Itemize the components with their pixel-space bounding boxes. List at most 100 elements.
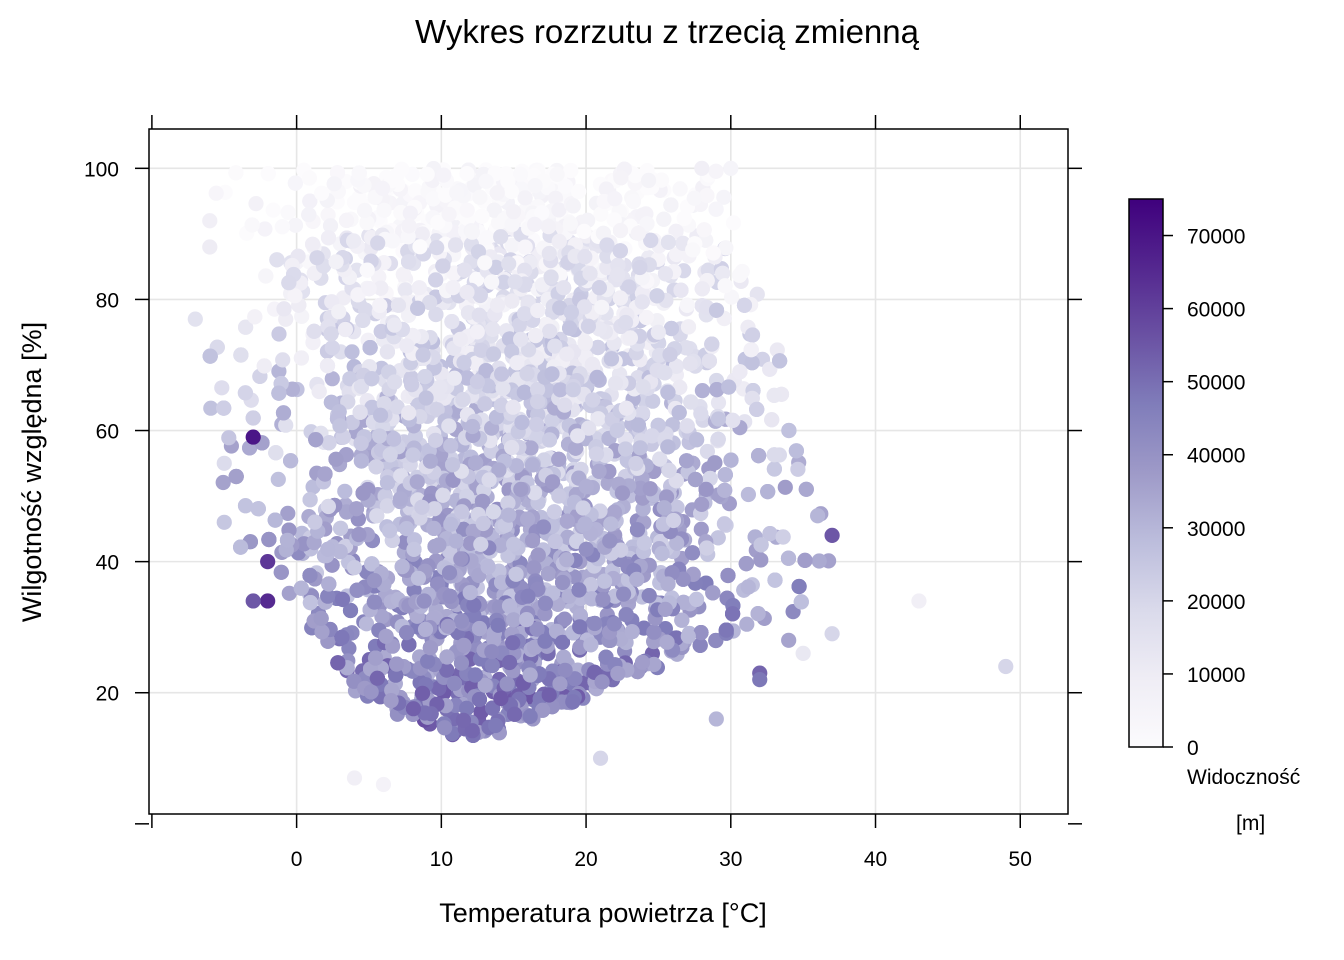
scatter-point [740,486,757,503]
scatter-point [646,624,662,640]
scatter-point [504,439,520,456]
scatter-point [680,628,696,644]
scatter-point [331,304,347,320]
scatter-point [392,491,409,507]
scatter-point [694,383,711,399]
scatter-point [324,371,340,387]
scatter-point [646,656,662,673]
scatter-point [662,346,678,363]
scatter-point [593,206,609,222]
scatter-point [379,475,396,491]
scatter-point [420,653,436,669]
scatter-point [486,632,502,648]
scatter-point [485,504,501,520]
scatter-point [590,339,606,356]
scatter-point [527,178,543,194]
scatter-point [693,521,709,537]
scatter-point [344,414,360,431]
scatter-point [426,501,442,517]
scatter-point [674,612,690,628]
scatter-point [411,280,427,296]
scatter-point [744,327,761,343]
scatter-point [653,172,670,188]
scatter-point [599,248,615,264]
scatter-point [501,598,518,614]
scatter-point [649,288,665,304]
scatter-point [612,290,629,306]
scatter-point [351,165,367,181]
scatter-points [187,160,1014,793]
scatter-point [275,405,292,421]
scatter-point [673,282,689,298]
scatter-point [477,396,493,412]
scatter-point [676,210,692,226]
scatter-point [373,280,389,296]
scatter-point [672,379,688,395]
scatter-point [480,559,496,575]
scatter-point [630,225,646,241]
scatter-point [724,289,740,305]
scatter-point [521,342,537,358]
scatter-point [635,405,651,421]
scatter-point [504,237,520,253]
scatter-point [237,498,254,514]
scatter-point [471,307,487,323]
scatter-point [344,344,360,360]
scatter-point [642,481,658,497]
scatter-point [456,637,472,654]
scatter-point [530,547,546,563]
scatter-point [671,405,687,421]
scatter-point [530,394,546,410]
scatter-point [723,452,739,468]
scatter-point [349,582,365,598]
scatter-point [641,588,657,604]
scatter-point [715,265,731,281]
scatter-point [526,560,542,576]
scatter-point [767,572,783,588]
scatter-point [489,409,505,425]
scatter-point [547,533,563,550]
scatter-point [466,177,482,193]
scatter-point [739,616,755,632]
scatter-point [709,382,725,398]
scatter-point [680,319,697,335]
scatter-point [445,457,461,473]
scatter-point [389,399,405,415]
scatter-point [311,383,327,400]
scatter-point [589,369,605,385]
scatter-point [732,267,748,283]
scatter-point [606,504,623,520]
scatter-point [379,344,395,360]
scatter-point [431,537,447,553]
scatter-point [221,430,237,446]
scatter-point [269,252,285,268]
scatter-point [720,567,736,584]
scatter-point [602,533,618,549]
scatter-point [493,229,509,245]
scatter-point [464,723,480,739]
scatter-point [271,326,287,342]
scatter-point [468,455,484,471]
scatter-point [595,225,612,241]
scatter-point [419,166,435,182]
scatter-point [358,616,375,632]
scatter-point [775,529,791,545]
scatter-point [332,544,348,560]
scatter-point [247,309,263,325]
scatter-point [551,202,567,218]
scatter-point [624,624,640,640]
scatter-point [351,527,367,543]
scatter-point [527,216,543,232]
scatter-point [704,336,720,352]
scatter-point [699,443,716,460]
scatter-point [790,461,806,477]
scatter-point [562,216,579,232]
scatter-point [366,594,382,610]
scatter-point [663,197,679,213]
scatter-point [353,453,369,469]
scatter-point [541,432,558,448]
scatter-point [293,580,309,596]
scatter-point [638,309,655,326]
scatter-point [599,237,615,253]
scatter-point [750,606,766,622]
